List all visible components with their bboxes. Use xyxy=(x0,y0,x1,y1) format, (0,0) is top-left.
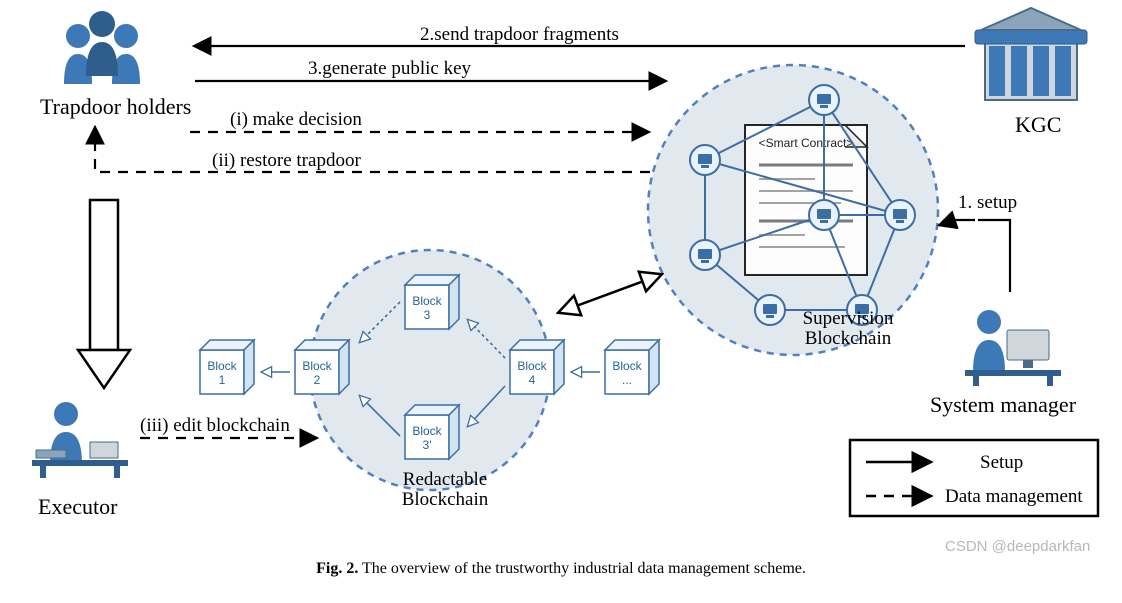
svg-text:3: 3 xyxy=(424,308,431,322)
trapdoor-holders-label: Trapdoor holders xyxy=(40,94,191,120)
svg-text:Block: Block xyxy=(302,359,332,373)
executor-label: Executor xyxy=(38,494,117,520)
redactable-label-1: Redactable xyxy=(395,469,495,491)
svg-text:Block: Block xyxy=(412,294,442,308)
legend-datamgmt: Data management xyxy=(945,486,1083,508)
executor-icon xyxy=(32,402,128,478)
svg-text:2: 2 xyxy=(314,373,321,387)
arrow-setup xyxy=(940,220,975,225)
redactable-circle xyxy=(310,250,550,490)
edge-trapdoor-label: 2.send trapdoor fragments xyxy=(420,24,619,46)
system-manager-icon xyxy=(965,310,1061,386)
svg-text:Block: Block xyxy=(517,359,547,373)
svg-text:...: ... xyxy=(622,373,632,387)
svg-text:Block: Block xyxy=(412,424,442,438)
double-arrow-circles xyxy=(560,275,660,312)
edge-restore-label: (ii) restore trapdoor xyxy=(212,150,361,172)
svg-text:4: 4 xyxy=(529,373,536,387)
arrow-restore xyxy=(95,128,650,172)
watermark: CSDN @deepdarkfan xyxy=(945,538,1090,555)
edge-decision-label: (i) make decision xyxy=(230,109,362,131)
kgc-icon xyxy=(975,8,1087,100)
trapdoor-holders-icon xyxy=(64,11,140,84)
block-arrows xyxy=(262,302,600,436)
smart-contract-label: <Smart Contract> xyxy=(759,136,854,150)
kgc-label: KGC xyxy=(1015,112,1061,138)
figure-caption: Fig. 2. The overview of the trustworthy … xyxy=(0,560,1122,578)
edge-setup-label: 1. setup xyxy=(958,192,1017,214)
redactable-label-2: Blockchain xyxy=(395,489,495,511)
edge-edit-label: (iii) edit blockchain xyxy=(140,415,290,437)
svg-text:Block: Block xyxy=(207,359,237,373)
supervision-network-edges xyxy=(705,100,900,310)
big-down-arrow xyxy=(78,200,130,388)
diagram-svg: <Smart Contract> xyxy=(0,0,1122,603)
supervision-nodes xyxy=(690,85,915,325)
supervision-label-2: Blockchain xyxy=(798,328,898,350)
supervision-label-1: Supervision xyxy=(798,308,898,330)
smart-contract-icon: <Smart Contract> xyxy=(745,125,867,275)
diagram-stage: <Smart Contract> xyxy=(0,0,1122,603)
system-manager-label: System manager xyxy=(930,392,1076,418)
edge-pubkey-label: 3.generate public key xyxy=(308,58,471,80)
svg-text:Block: Block xyxy=(612,359,642,373)
svg-text:1: 1 xyxy=(219,373,226,387)
arrow-setup-tail xyxy=(978,220,1010,292)
svg-text:3': 3' xyxy=(423,438,432,452)
legend-setup: Setup xyxy=(980,452,1023,474)
